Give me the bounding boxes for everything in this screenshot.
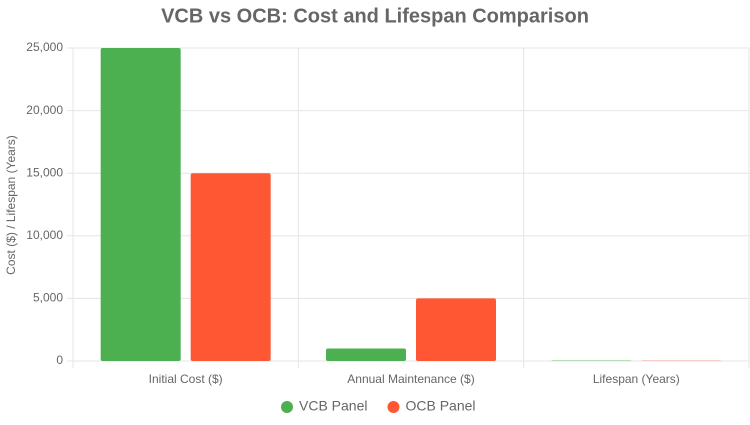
y-tick-label: 5,000 xyxy=(33,291,63,305)
chart-title: VCB vs OCB: Cost and Lifespan Comparison xyxy=(161,5,589,27)
y-tick-label: 25,000 xyxy=(26,40,63,54)
bar xyxy=(190,173,271,361)
legend-label[interactable]: OCB Panel xyxy=(405,398,475,414)
bar xyxy=(100,48,181,361)
y-axis-title: Cost ($) / Lifespan (Years) xyxy=(4,135,18,275)
y-tick-label: 10,000 xyxy=(26,228,63,242)
bar xyxy=(326,348,406,361)
x-tick-label: Annual Maintenance ($) xyxy=(347,372,474,386)
y-tick-label: 20,000 xyxy=(26,103,63,117)
x-tick-label: Initial Cost ($) xyxy=(149,372,223,386)
x-tick-label: Lifespan (Years) xyxy=(593,372,680,386)
y-tick-label: 0 xyxy=(56,353,63,367)
bar xyxy=(416,298,496,361)
legend-marker[interactable] xyxy=(387,401,400,413)
y-tick-label: 15,000 xyxy=(26,165,63,179)
legend-marker[interactable] xyxy=(281,401,293,413)
legend-label[interactable]: VCB Panel xyxy=(299,398,367,414)
